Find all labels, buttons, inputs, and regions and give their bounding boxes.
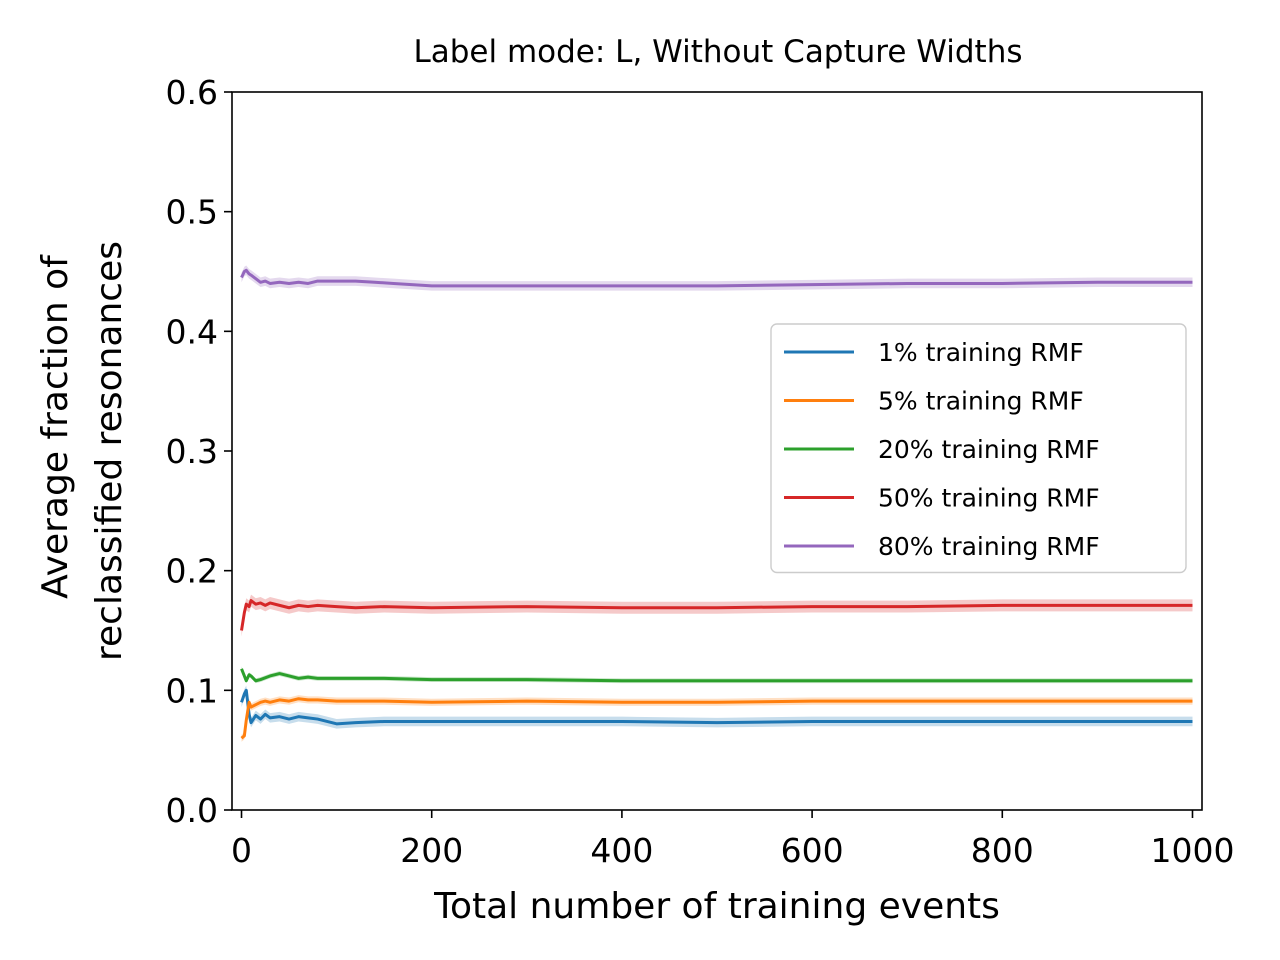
series-line-20pct-training-rmf <box>240 668 1193 683</box>
x-tick-label: 200 <box>400 831 463 870</box>
legend-label: 50% training RMF <box>878 484 1100 513</box>
plot-frame <box>231 91 1203 811</box>
x-tick-label: 800 <box>971 831 1034 870</box>
y-axis-label-line-2: reclassified resonances <box>89 241 130 661</box>
series-line-80pct-training-rmf <box>240 268 1193 288</box>
series-band-1pct-training-rmf <box>241 685 1193 729</box>
legend-box <box>770 323 1187 574</box>
y-axis: 0.0 0.1 0.2 0.3 0.4 0.5 0.6 <box>166 73 232 830</box>
y-axis-label-line-1: Average fraction of <box>35 254 76 599</box>
legend-label: 5% training RMF <box>878 387 1084 416</box>
series-line-50pct-training-rmf <box>240 599 1193 631</box>
x-tick-label: 400 <box>590 831 653 870</box>
x-tick-label: 1000 <box>1150 831 1234 870</box>
series-line-1pct-training-rmf <box>240 688 1193 726</box>
x-axis-label: Total number of training events <box>433 886 1000 927</box>
plot-area <box>240 265 1193 742</box>
x-axis: 0 200 400 600 800 1000 <box>231 810 1234 870</box>
legend: 1% training RMF 5% training RMF 20% traini… <box>770 323 1187 574</box>
chart-title: Label mode: L, Without Capture Widths <box>413 34 1022 70</box>
x-tick-label: 600 <box>781 831 844 870</box>
y-tick-label: 0.1 <box>166 671 218 710</box>
y-tick-label: 0.2 <box>166 552 218 591</box>
y-tick-label: 0.5 <box>166 193 218 232</box>
series-line-5pct-training-rmf <box>240 697 1193 740</box>
y-tick-label: 0.0 <box>166 791 218 830</box>
legend-label: 1% training RMF <box>878 338 1084 367</box>
legend-label: 80% training RMF <box>878 532 1100 561</box>
y-tick-label: 0.3 <box>166 432 218 471</box>
x-tick-label: 0 <box>231 831 252 870</box>
y-tick-label: 0.4 <box>166 312 218 351</box>
legend-label: 20% training RMF <box>878 435 1100 464</box>
y-tick-label: 0.6 <box>166 73 218 112</box>
